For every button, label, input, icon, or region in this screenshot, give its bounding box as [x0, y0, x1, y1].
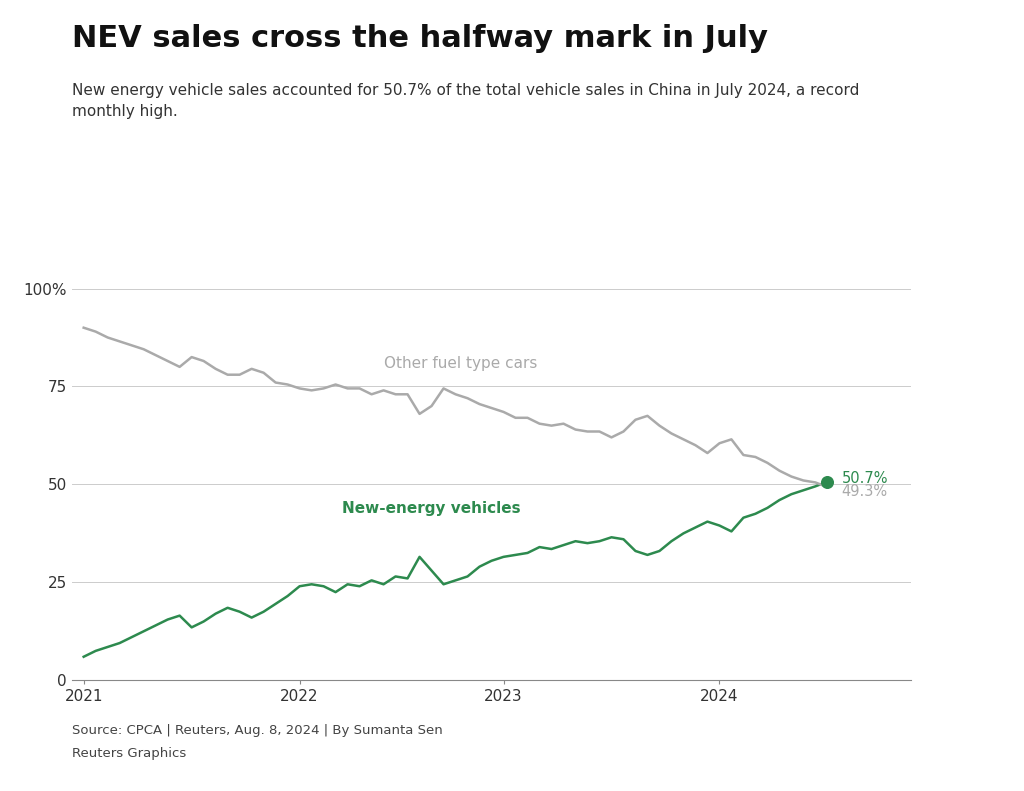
Text: New-energy vehicles: New-energy vehicles	[342, 501, 521, 516]
Text: NEV sales cross the halfway mark in July: NEV sales cross the halfway mark in July	[72, 24, 768, 53]
Point	[819, 475, 836, 488]
Text: Other fuel type cars: Other fuel type cars	[384, 356, 537, 371]
Text: 50.7%: 50.7%	[842, 471, 888, 486]
Text: Reuters Graphics: Reuters Graphics	[72, 747, 186, 760]
Text: New energy vehicle sales accounted for 50.7% of the total vehicle sales in China: New energy vehicle sales accounted for 5…	[72, 83, 859, 119]
Text: 49.3%: 49.3%	[842, 483, 888, 498]
Text: Source: CPCA | Reuters, Aug. 8, 2024 | By Sumanta Sen: Source: CPCA | Reuters, Aug. 8, 2024 | B…	[72, 724, 442, 736]
